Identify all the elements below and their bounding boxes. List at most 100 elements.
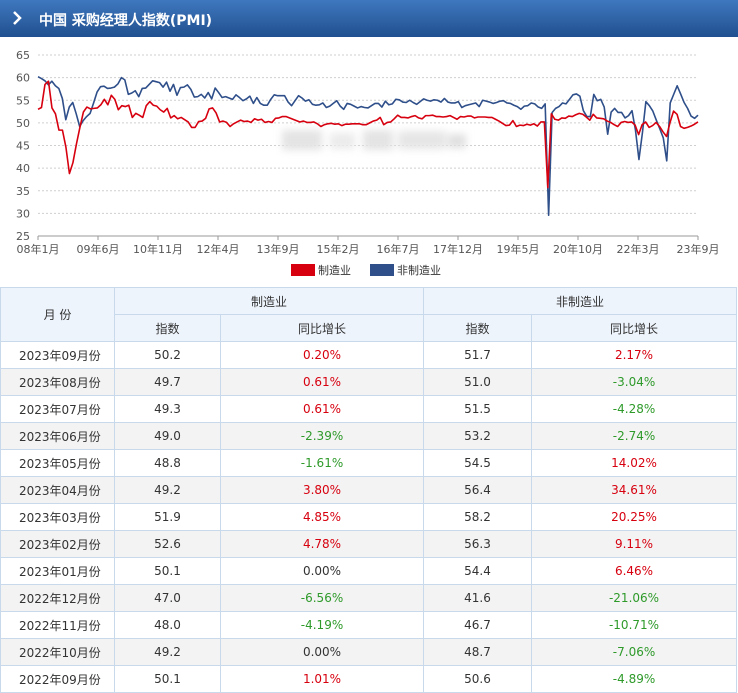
month-cell: 2023年09月份 bbox=[0, 341, 115, 369]
non-manufacturing-yoy-cell: -4.89% bbox=[531, 665, 738, 693]
non-manufacturing-yoy-cell: -2.74% bbox=[531, 422, 738, 450]
manufacturing-yoy-cell: 0.61% bbox=[219, 368, 425, 396]
table-row: 2023年03月份 51.9 4.85% 58.2 20.25% bbox=[0, 503, 738, 531]
panel-header: 中国 采购经理人指数(PMI) bbox=[0, 0, 738, 37]
x-tick-label: 22年3月 bbox=[617, 242, 660, 256]
y-tick-label: 65 bbox=[16, 49, 30, 62]
non-manufacturing-index-cell: 46.7 bbox=[423, 611, 533, 639]
x-tick-label: 17年12月 bbox=[433, 242, 483, 256]
month-cell: 2023年03月份 bbox=[0, 503, 115, 531]
legend-swatch bbox=[291, 264, 315, 276]
month-cell: 2023年04月份 bbox=[0, 476, 115, 504]
legend-swatch bbox=[370, 264, 394, 276]
month-cell: 2022年11月份 bbox=[0, 611, 115, 639]
manufacturing-index-cell: 49.2 bbox=[114, 638, 221, 666]
month-cell: 2023年05月份 bbox=[0, 449, 115, 477]
manufacturing-index-cell: 48.0 bbox=[114, 611, 221, 639]
y-tick-label: 55 bbox=[16, 94, 30, 107]
non-manufacturing-yoy-cell: 9.11% bbox=[531, 530, 738, 558]
non-manufacturing-index-cell: 51.0 bbox=[423, 368, 533, 396]
y-tick-label: 60 bbox=[16, 72, 30, 85]
non-manufacturing-index-header: 指数 bbox=[423, 314, 533, 342]
y-tick-label: 30 bbox=[16, 207, 30, 220]
x-tick-label: 08年1月 bbox=[17, 242, 60, 256]
y-tick-label: 35 bbox=[16, 185, 30, 198]
month-header: 月 份 bbox=[0, 287, 115, 342]
manufacturing-index-cell: 49.2 bbox=[114, 476, 221, 504]
non-manufacturing-index-cell: 50.6 bbox=[423, 665, 533, 693]
table-row: 2023年09月份 50.2 0.20% 51.7 2.17% bbox=[0, 341, 738, 369]
non-manufacturing-header: 非制造业 bbox=[423, 287, 738, 315]
non-manufacturing-yoy-header: 同比增长 bbox=[531, 314, 738, 342]
non-manufacturing-yoy-cell: -21.06% bbox=[531, 584, 738, 612]
page-title: 中国 采购经理人指数(PMI) bbox=[39, 13, 213, 29]
non-manufacturing-yoy-cell: 14.02% bbox=[531, 449, 738, 477]
table-row: 2023年05月份 48.8 -1.61% 54.5 14.02% bbox=[0, 449, 738, 477]
non-manufacturing-index-cell: 54.5 bbox=[423, 449, 533, 477]
table-row: 2023年04月份 49.2 3.80% 56.4 34.61% bbox=[0, 476, 738, 504]
manufacturing-yoy-cell: -4.19% bbox=[219, 611, 425, 639]
non-manufacturing-index-cell: 41.6 bbox=[423, 584, 533, 612]
non-manufacturing-index-cell: 56.4 bbox=[423, 476, 533, 504]
x-tick-label: 10年11月 bbox=[133, 242, 183, 256]
manufacturing-yoy-cell: 0.00% bbox=[219, 638, 425, 666]
table-row: 2023年02月份 52.6 4.78% 56.3 9.11% bbox=[0, 530, 738, 558]
manufacturing-yoy-cell: 4.78% bbox=[219, 530, 425, 558]
y-tick-label: 25 bbox=[16, 230, 30, 243]
month-cell: 2022年10月份 bbox=[0, 638, 115, 666]
pmi-chart: 25 30 35 40 45 50 55 60 65 08年1月 09年6月 10年11月 12年4月… bbox=[0, 37, 738, 287]
month-cell: 2023年02月份 bbox=[0, 530, 115, 558]
manufacturing-yoy-cell: -6.56% bbox=[219, 584, 425, 612]
manufacturing-index-cell: 50.1 bbox=[114, 665, 221, 693]
non-manufacturing-yoy-cell: 2.17% bbox=[531, 341, 738, 369]
x-tick-label: 16年7月 bbox=[377, 242, 420, 256]
table-row: 2022年10月份 49.2 0.00% 48.7 -7.06% bbox=[0, 638, 738, 666]
y-tick-label: 50 bbox=[16, 117, 30, 130]
x-tick-label: 19年5月 bbox=[497, 242, 540, 256]
pmi-table: 月 份 制造业 非制造业 指数 同比增长 指数 同比增长 2023年09月份 50… bbox=[0, 287, 738, 693]
manufacturing-yoy-cell: 0.00% bbox=[219, 557, 425, 585]
manufacturing-index-cell: 48.8 bbox=[114, 449, 221, 477]
table-row: 2022年11月份 48.0 -4.19% 46.7 -10.71% bbox=[0, 611, 738, 639]
table-row: 2023年08月份 49.7 0.61% 51.0 -3.04% bbox=[0, 368, 738, 396]
non-manufacturing-index-cell: 58.2 bbox=[423, 503, 533, 531]
manufacturing-yoy-cell: 0.61% bbox=[219, 395, 425, 423]
manufacturing-yoy-cell: -1.61% bbox=[219, 449, 425, 477]
manufacturing-yoy-cell: 4.85% bbox=[219, 503, 425, 531]
manufacturing-index-cell: 47.0 bbox=[114, 584, 221, 612]
manufacturing-index-cell: 50.1 bbox=[114, 557, 221, 585]
non-manufacturing-yoy-cell: -10.71% bbox=[531, 611, 738, 639]
series-line-non-manufacturing bbox=[37, 76, 699, 216]
table-row: 2022年12月份 47.0 -6.56% 41.6 -21.06% bbox=[0, 584, 738, 612]
non-manufacturing-index-cell: 51.7 bbox=[423, 341, 533, 369]
table-row: 2023年07月份 49.3 0.61% 51.5 -4.28% bbox=[0, 395, 738, 423]
non-manufacturing-index-cell: 51.5 bbox=[423, 395, 533, 423]
legend-label: 制造业 bbox=[318, 263, 351, 277]
manufacturing-yoy-cell: 1.01% bbox=[219, 665, 425, 693]
y-tick-label: 45 bbox=[16, 140, 30, 153]
non-manufacturing-yoy-cell: 20.25% bbox=[531, 503, 738, 531]
month-cell: 2022年12月份 bbox=[0, 584, 115, 612]
manufacturing-index-cell: 50.2 bbox=[114, 341, 221, 369]
manufacturing-yoy-cell: 3.80% bbox=[219, 476, 425, 504]
manufacturing-index-cell: 49.3 bbox=[114, 395, 221, 423]
month-cell: 2022年09月份 bbox=[0, 665, 115, 693]
non-manufacturing-index-cell: 53.2 bbox=[423, 422, 533, 450]
x-tick-label: 12年4月 bbox=[197, 242, 240, 256]
table-row: 2022年09月份 50.1 1.01% 50.6 -4.89% bbox=[0, 665, 738, 693]
non-manufacturing-yoy-cell: 34.61% bbox=[531, 476, 738, 504]
manufacturing-index-cell: 49.0 bbox=[114, 422, 221, 450]
x-tick-label: 15年2月 bbox=[317, 242, 360, 256]
non-manufacturing-index-cell: 56.3 bbox=[423, 530, 533, 558]
x-tick-label: 09年6月 bbox=[77, 242, 120, 256]
non-manufacturing-yoy-cell: 6.46% bbox=[531, 557, 738, 585]
pmi-line-chart: 25 30 35 40 45 50 55 60 65 08年1月 09年6月 10年11月 12年4月… bbox=[16, 49, 720, 277]
manufacturing-index-cell: 52.6 bbox=[114, 530, 221, 558]
manufacturing-index-cell: 51.9 bbox=[114, 503, 221, 531]
non-manufacturing-index-cell: 54.4 bbox=[423, 557, 533, 585]
manufacturing-index-cell: 49.7 bbox=[114, 368, 221, 396]
x-tick-label: 20年10月 bbox=[553, 242, 603, 256]
month-cell: 2023年01月份 bbox=[0, 557, 115, 585]
y-tick-label: 40 bbox=[16, 162, 30, 175]
chevron-right-icon[interactable] bbox=[9, 10, 25, 26]
